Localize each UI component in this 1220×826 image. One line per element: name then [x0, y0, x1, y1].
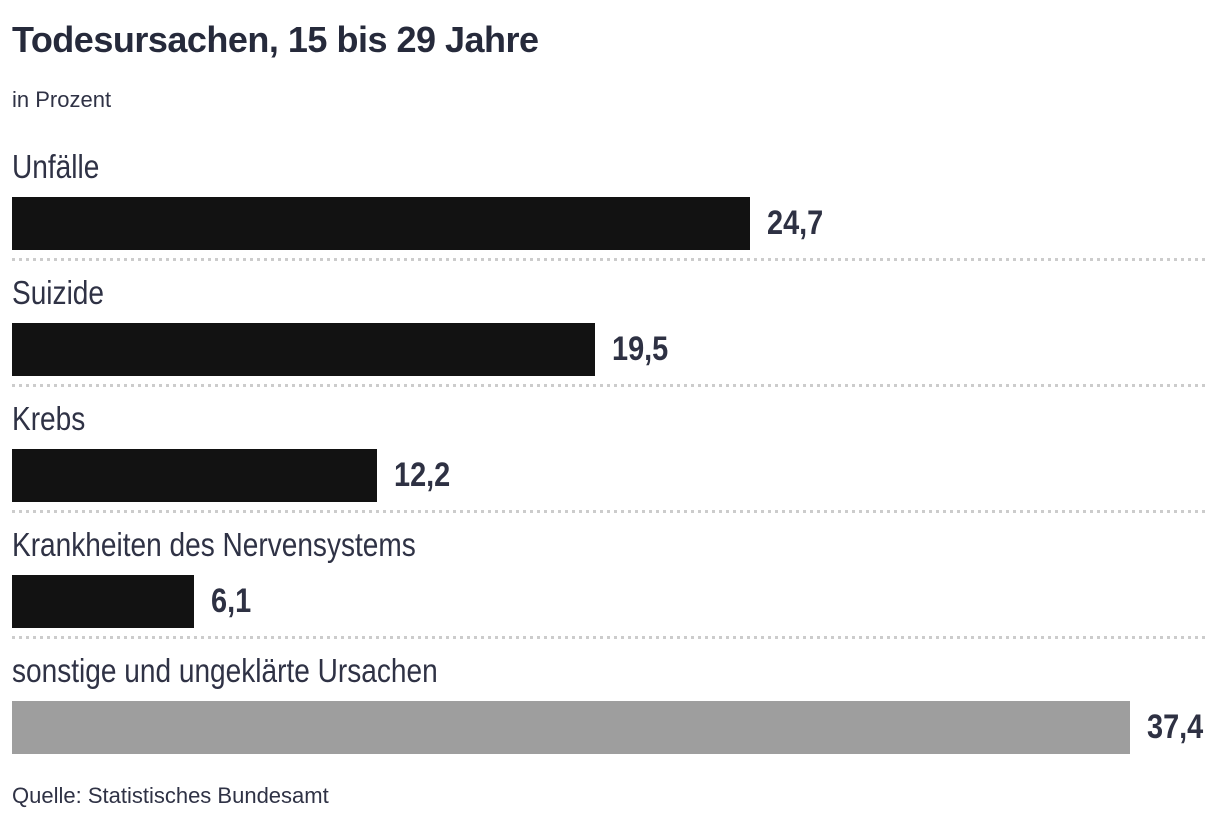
- chart-row: Unfälle 24,7: [12, 150, 1206, 261]
- category-label: Suizide: [12, 274, 104, 311]
- row-separator: [12, 258, 1206, 261]
- row-separator: [12, 510, 1206, 513]
- bar: [12, 323, 595, 376]
- row-separator: [12, 384, 1206, 387]
- bar: [12, 197, 750, 250]
- category-label: sonstige und ungeklärte Ursachen: [12, 652, 438, 689]
- bar: [12, 701, 1130, 754]
- chart-row: Suizide 19,5: [12, 276, 1206, 387]
- chart-row: Krankheiten des Nervensystems 6,1: [12, 528, 1206, 639]
- row-separator: [12, 636, 1206, 639]
- chart-row: Krebs 12,2: [12, 402, 1206, 513]
- value-label: 24,7: [767, 204, 824, 242]
- bar-chart: Unfälle 24,7 Suizide 19,5 Krebs 12,2: [12, 150, 1206, 754]
- chart-row: sonstige und ungeklärte Ursachen 37,4: [12, 654, 1206, 754]
- value-label: 37,4: [1147, 708, 1204, 746]
- value-label: 19,5: [612, 330, 669, 368]
- category-label: Unfälle: [12, 148, 100, 185]
- category-label: Krankheiten des Nervensystems: [12, 526, 416, 563]
- chart-subtitle: in Prozent: [12, 87, 112, 112]
- source-note: Quelle: Statistisches Bundesamt: [12, 783, 329, 808]
- bar: [12, 449, 377, 502]
- bar: [12, 575, 194, 628]
- value-label: 6,1: [211, 582, 252, 620]
- value-label: 12,2: [394, 456, 451, 494]
- chart-title: Todesursachen, 15 bis 29 Jahre: [12, 19, 539, 60]
- category-label: Krebs: [12, 400, 86, 437]
